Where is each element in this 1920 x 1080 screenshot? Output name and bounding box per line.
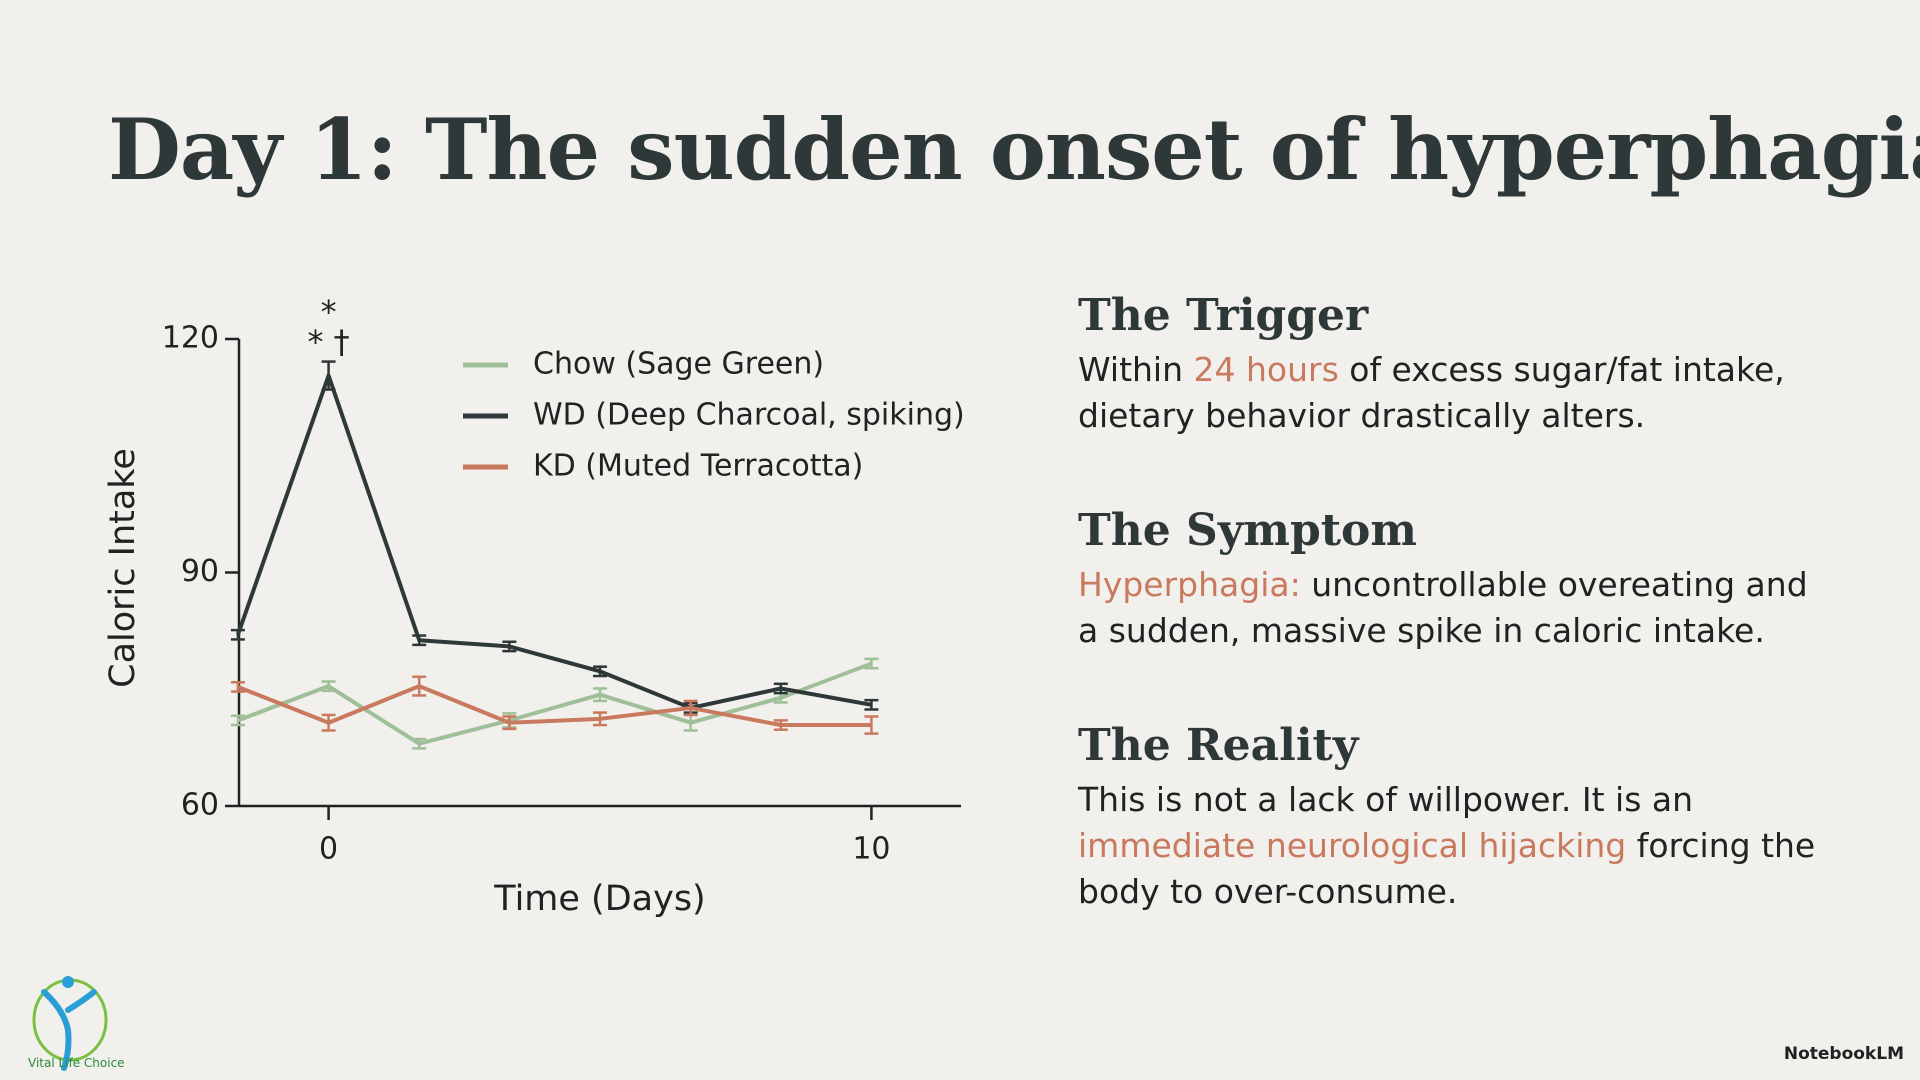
chart: 60 90 120 0 10 Time (Days) Caloric Intake Chow … — [103, 293, 965, 919]
section-body: Within 24 hours of excess sugar/fat inta… — [1078, 347, 1838, 439]
y-tick-label: 90 — [181, 554, 219, 589]
error-bar — [502, 640, 517, 653]
annotation: * † — [307, 323, 349, 361]
error-bar — [412, 675, 427, 697]
section-body: This is not a lack of willpower. It is a… — [1078, 777, 1838, 915]
legend-label: Chow (Sage Green) — [533, 347, 824, 382]
legend-label: WD (Deep Charcoal, spiking) — [533, 398, 965, 433]
body-text: uncontrollable overeating and a sudden, … — [1078, 565, 1808, 650]
text-section: The Reality This is not a lack of willpow… — [1078, 720, 1838, 915]
error-bar — [683, 699, 698, 717]
error-bar — [593, 665, 607, 678]
x-tick-label: 10 — [852, 832, 890, 867]
error-bar — [230, 628, 245, 641]
highlight-text: 24 hours — [1193, 350, 1339, 389]
body-text: This is not a lack of willpower. It is a… — [1078, 780, 1694, 819]
error-bar — [593, 711, 607, 727]
error-bar — [321, 680, 336, 693]
watermark: NotebookLM — [1783, 1044, 1904, 1064]
error-bar — [773, 682, 788, 695]
error-bar — [230, 714, 245, 727]
series-line — [237, 684, 872, 728]
highlight-text: Hyperphagia: — [1078, 565, 1301, 604]
error-bar — [864, 657, 879, 670]
body-text: Within — [1078, 350, 1194, 389]
body-text: of excess sugar/fat intake, dietary beha… — [1078, 350, 1785, 435]
error-bar — [864, 698, 879, 711]
legend-label: KD (Muted Terracotta) — [533, 449, 863, 484]
body-text: forcing the body to over-consume. — [1078, 826, 1816, 911]
error-bar — [230, 680, 245, 693]
section-body: Hyperphagia: uncontrollable overeating a… — [1078, 562, 1838, 654]
text-section: The Trigger Within 24 hours of excess sug… — [1078, 290, 1838, 439]
series-line — [237, 661, 873, 746]
text-section: The Symptom Hyperphagia: uncontrollable o… — [1078, 505, 1838, 654]
series-line — [236, 373, 872, 710]
error-bar — [321, 360, 336, 391]
error-bar — [773, 719, 788, 731]
logo-text: Vital Life Choice — [28, 1056, 125, 1070]
section-heading: The Reality — [1078, 720, 1359, 771]
error-bar — [864, 715, 879, 735]
error-bar — [502, 715, 517, 731]
section-heading: The Symptom — [1078, 505, 1417, 556]
section-heading: The Trigger — [1078, 290, 1369, 341]
error-bar — [593, 687, 607, 703]
y-axis-label: Caloric Intake — [103, 448, 143, 688]
logo — [32, 976, 108, 1071]
x-tick-label: 0 — [319, 832, 338, 867]
error-bar — [412, 737, 427, 750]
error-bar — [321, 713, 336, 732]
y-tick-label: 120 — [162, 321, 219, 356]
error-bar — [412, 634, 427, 647]
highlight-text: immediate neurological hijacking — [1078, 826, 1627, 865]
x-axis-label: Time (Days) — [493, 879, 705, 919]
slide-title: Day 1: The sudden onset of hyperphagia — [108, 100, 1920, 199]
annotation: * — [321, 293, 337, 331]
y-tick-label: 60 — [181, 788, 219, 823]
